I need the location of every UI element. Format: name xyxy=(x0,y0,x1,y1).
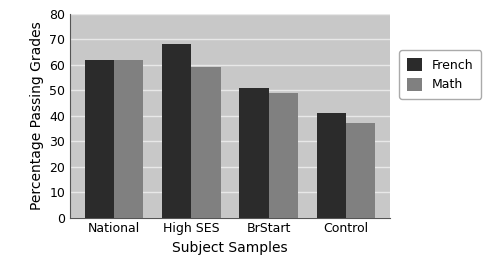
Bar xyxy=(114,60,144,218)
Bar xyxy=(162,44,192,218)
Bar xyxy=(240,88,268,218)
Bar xyxy=(316,113,346,218)
X-axis label: Subject Samples: Subject Samples xyxy=(172,241,288,255)
Y-axis label: Percentage Passing Grades: Percentage Passing Grades xyxy=(30,21,44,210)
Bar xyxy=(346,123,376,218)
Bar xyxy=(268,93,298,218)
Bar xyxy=(192,67,220,218)
Legend: French, Math: French, Math xyxy=(400,50,481,99)
Bar xyxy=(84,60,114,218)
